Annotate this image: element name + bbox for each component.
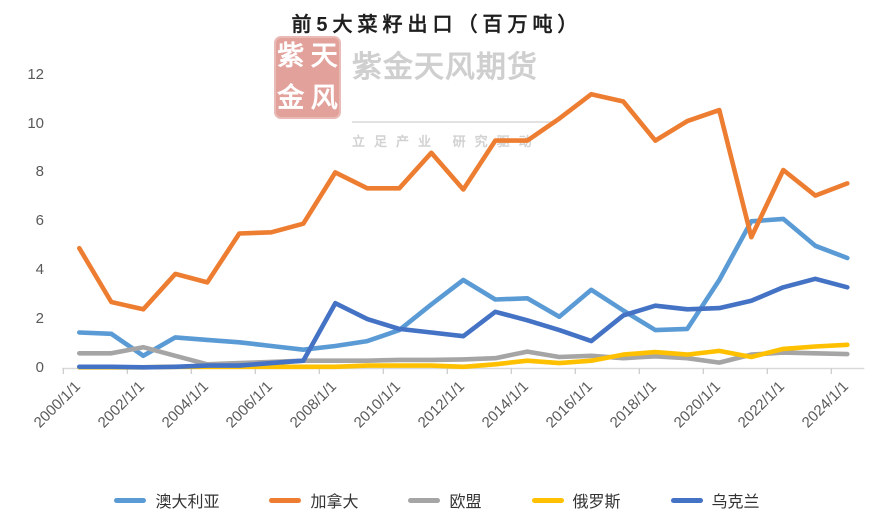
- y-axis-tick-label: 12: [27, 65, 44, 83]
- legend-swatch: [670, 497, 703, 503]
- legend-swatch: [531, 497, 564, 503]
- seal-char: 风: [310, 82, 338, 114]
- company-seal-logo: 紫 天 金 风: [274, 36, 341, 119]
- legend-item-乌克兰: 乌克兰: [670, 488, 760, 512]
- legend-label: 澳大利亚: [155, 494, 220, 511]
- legend-label: 乌克兰: [711, 494, 760, 511]
- legend-item-加拿大: 加拿大: [269, 488, 358, 512]
- watermark-company-name: 紫金天风期货: [352, 51, 538, 84]
- y-axis-tick-label: 4: [35, 261, 44, 279]
- y-axis-tick-label: 8: [35, 163, 44, 181]
- y-axis-tick-label: 2: [35, 310, 44, 328]
- y-axis-tick-label: 10: [27, 114, 44, 132]
- legend-item-欧盟: 欧盟: [408, 488, 482, 512]
- series-line-加拿大: [77, 91, 850, 312]
- legend-label: 俄罗斯: [572, 494, 621, 511]
- series-line-乌克兰: [77, 276, 850, 370]
- series-line-欧盟: [77, 344, 850, 367]
- watermark-divider: [352, 121, 554, 123]
- legend-swatch: [408, 497, 441, 503]
- chart-title: 前5大菜籽出口（百万吨）: [291, 14, 583, 36]
- seal-char: 紫: [277, 41, 305, 73]
- legend-swatch: [114, 497, 147, 503]
- legend-label: 加拿大: [310, 494, 359, 511]
- legend-item-俄罗斯: 俄罗斯: [531, 488, 621, 512]
- y-axis-tick-label: 0: [35, 359, 44, 376]
- y-axis-tick-label: 6: [35, 212, 44, 230]
- chart-legend: 澳大利亚 加拿大 欧盟 俄罗斯 乌克兰: [0, 488, 874, 512]
- watermark-tagline: 立足产业 研究驱动: [352, 134, 541, 149]
- seal-char: 天: [310, 41, 338, 73]
- legend-label: 欧盟: [449, 494, 482, 511]
- series-line-澳大利亚: [77, 216, 850, 359]
- legend-swatch: [269, 497, 302, 503]
- seal-char: 金: [277, 82, 305, 114]
- legend-item-澳大利亚: 澳大利亚: [114, 488, 219, 512]
